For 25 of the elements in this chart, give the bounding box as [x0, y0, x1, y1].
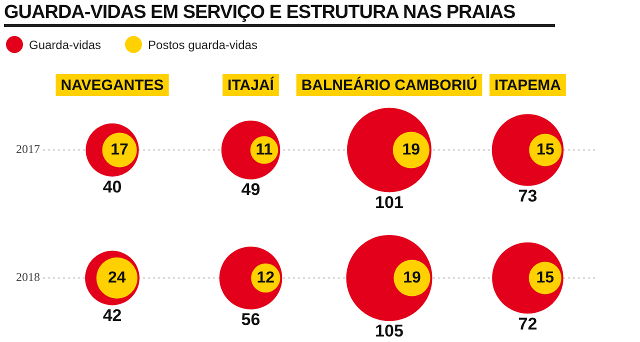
x-tick-label: NAVEGANTES [60, 77, 164, 94]
data-label: 24 [108, 269, 126, 286]
y-tick-label: 2017 [16, 142, 40, 156]
x-tick-label: ITAPEMA [494, 77, 562, 94]
chart-title: GUARDA-VIDAS EM SERVIÇO E ESTRUTURA NAS PRAIAS [4, 2, 556, 27]
legend-label: Postos guarda-vidas [148, 38, 258, 52]
data-label: 72 [518, 314, 538, 334]
legend-label: Guarda-vidas [29, 38, 102, 52]
data-label: 49 [241, 180, 260, 200]
x-tick-label: BALNEÁRIO CAMBORIÚ [301, 76, 478, 94]
data-label: 17 [110, 141, 129, 158]
data-label: 19 [403, 269, 421, 286]
data-label: 15 [536, 141, 554, 158]
x-tick-label: ITAJAÍ [228, 76, 275, 94]
y-tick-label: 2018 [16, 270, 40, 284]
data-label: 73 [518, 186, 538, 206]
data-label: 40 [102, 177, 122, 196]
data-label: 105 [375, 322, 404, 341]
data-label: 15 [536, 269, 554, 286]
data-label: 11 [256, 141, 273, 158]
data-label: 101 [375, 192, 404, 212]
data-label: 12 [256, 269, 275, 286]
data-label: 19 [402, 141, 420, 158]
data-label: 42 [102, 306, 122, 325]
data-label: 56 [241, 310, 260, 330]
